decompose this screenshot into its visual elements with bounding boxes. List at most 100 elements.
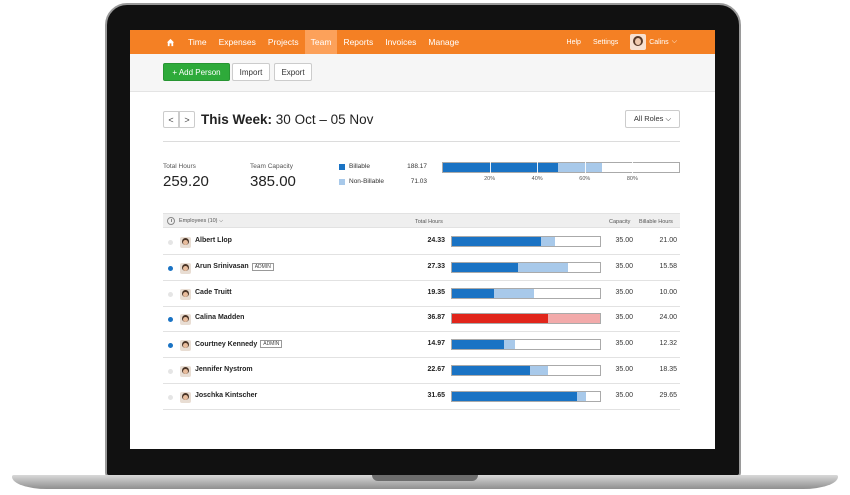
import-button[interactable]: Import — [232, 63, 270, 81]
employee-name[interactable]: Jennifer Nystrom — [195, 366, 253, 373]
chevron-down-icon[interactable]: ⌵ — [671, 38, 677, 45]
nonbillable-legend-swatch — [339, 179, 345, 185]
employee-name-text[interactable]: Courtney Kennedy — [195, 340, 258, 348]
next-week-button[interactable]: > — [179, 111, 195, 128]
summary-tick-line — [632, 162, 634, 173]
employees-column-header[interactable]: Employees (10) ⌵ — [179, 218, 224, 224]
table-row[interactable]: Arun Srinivasan ADMIN 27.33 35.00 15.58 — [163, 255, 680, 281]
capacity-cell: 35.00 — [615, 340, 633, 348]
user-menu[interactable]: Calins — [649, 38, 669, 46]
table-header: Employees (10) ⌵ Total Hours Capacity Bi… — [163, 213, 680, 228]
avatar — [180, 237, 191, 248]
employee-name-text[interactable]: Cade Truitt — [195, 288, 232, 296]
total-hours-value: 259.20 — [163, 173, 209, 190]
status-dot — [168, 394, 173, 400]
export-button[interactable]: Export — [274, 63, 312, 81]
employee-name-text[interactable]: Albert Llop — [195, 237, 232, 244]
total-hours-column-header: Total Hours — [415, 218, 443, 225]
table-row[interactable]: Joschka Kintscher 31.65 35.00 29.65 — [163, 384, 680, 410]
total-hours-cell: 19.35 — [427, 288, 445, 296]
table-row[interactable]: Courtney Kennedy ADMIN 14.97 35.00 12.32 — [163, 332, 680, 359]
nav-right: Help Settings Calins ⌵ — [561, 30, 677, 54]
user-avatar[interactable] — [630, 34, 647, 50]
employee-name[interactable]: Joschka Kintscher — [195, 392, 257, 399]
summary-tick-label: 60% — [579, 176, 591, 182]
billable-hours-cell: 15.58 — [659, 262, 677, 270]
avatar — [180, 366, 191, 377]
total-hours-cell: 24.33 — [427, 237, 445, 244]
billable-value: 188.17 — [407, 163, 427, 170]
total-hours-cell: 14.97 — [427, 340, 445, 348]
status-dot — [168, 317, 173, 323]
employee-name-text[interactable]: Calina Madden — [195, 314, 245, 322]
table-row[interactable]: Albert Llop 24.33 35.00 21.00 — [163, 229, 680, 255]
hours-bar — [451, 390, 601, 402]
avatar — [180, 314, 191, 326]
total-hours-cell: 22.67 — [427, 366, 445, 373]
capacity-cell: 35.00 — [615, 288, 633, 296]
add-person-button[interactable]: + Add Person — [163, 63, 230, 81]
billable-hours-cell: 24.00 — [659, 314, 677, 322]
roles-dropdown[interactable]: All Roles ⌵ — [625, 110, 680, 128]
billable-segment — [452, 288, 495, 298]
prev-week-button[interactable]: < — [163, 111, 179, 128]
employee-name[interactable]: Arun Srinivasan ADMIN — [195, 262, 274, 271]
app-screen: Time Expenses Projects Team Reports Invo… — [130, 30, 715, 449]
admin-badge: ADMIN — [260, 340, 283, 349]
nav-projects[interactable]: Projects — [267, 37, 299, 47]
capacity-cell: 35.00 — [615, 314, 633, 322]
employee-name-text[interactable]: Arun Srinivasan — [195, 263, 249, 271]
nonbillable-segment — [504, 340, 516, 350]
hours-bar — [451, 365, 601, 376]
status-dot — [168, 369, 173, 374]
week-title-label: This Week: — [201, 112, 273, 127]
status-dot — [168, 240, 173, 245]
total-hours-cell: 27.33 — [427, 262, 445, 270]
summary-tick-label: 20% — [484, 176, 496, 182]
summary-tick-line — [489, 162, 491, 173]
admin-badge: ADMIN — [251, 262, 274, 271]
divider — [163, 141, 680, 142]
hours-bar — [451, 236, 601, 247]
nav-help[interactable]: Help — [566, 38, 581, 46]
nav-settings[interactable]: Settings — [592, 38, 619, 46]
home-icon[interactable] — [158, 30, 182, 54]
nav-team[interactable]: Team — [304, 30, 338, 54]
avatar — [180, 262, 191, 274]
capacity-cell: 35.00 — [615, 366, 633, 373]
nav-invoices[interactable]: Invoices — [385, 37, 417, 47]
hours-bar — [451, 287, 601, 299]
hours-bar — [451, 339, 601, 351]
capacity-column-header: Capacity — [609, 218, 631, 225]
employee-name[interactable]: Albert Llop — [195, 237, 232, 244]
hours-summary-bar — [442, 162, 680, 173]
nonbillable-segment — [577, 391, 586, 401]
employee-name-text[interactable]: Jennifer Nystrom — [195, 366, 253, 373]
top-nav: Time Expenses Projects Team Reports Invo… — [130, 30, 715, 54]
week-range: 30 Oct – 05 Nov — [275, 112, 374, 127]
page-title: This Week: 30 Oct – 05 Nov — [201, 112, 373, 127]
nav-time[interactable]: Time — [188, 37, 207, 47]
employee-name[interactable]: Courtney Kennedy ADMIN — [195, 340, 283, 349]
nonbillable-segment — [494, 288, 534, 298]
hours-bar — [451, 313, 601, 325]
employee-name[interactable]: Cade Truitt — [195, 289, 232, 296]
billable-legend-label: Billable — [349, 163, 370, 170]
nonbillable-segment — [529, 366, 548, 375]
laptop-notch — [372, 475, 478, 481]
employee-name-text[interactable]: Joschka Kintscher — [195, 391, 258, 399]
nav-reports[interactable]: Reports — [343, 37, 374, 47]
table-row[interactable]: Calina Madden 36.87 35.00 24.00 — [163, 306, 680, 333]
status-dot — [168, 265, 173, 271]
avatar — [180, 391, 191, 403]
employee-name[interactable]: Calina Madden — [195, 314, 244, 321]
total-hours-cell: 36.87 — [427, 314, 445, 322]
table-row[interactable]: Cade Truitt 19.35 35.00 10.00 — [163, 281, 680, 307]
table-row[interactable]: Jennifer Nystrom 22.67 35.00 18.35 — [163, 358, 680, 384]
billable-hours-cell: 21.00 — [659, 237, 677, 244]
nav-expenses[interactable]: Expenses — [218, 37, 256, 47]
billable-segment — [452, 262, 518, 272]
nav-manage[interactable]: Manage — [428, 37, 460, 47]
nonbillable-segment — [540, 237, 555, 246]
